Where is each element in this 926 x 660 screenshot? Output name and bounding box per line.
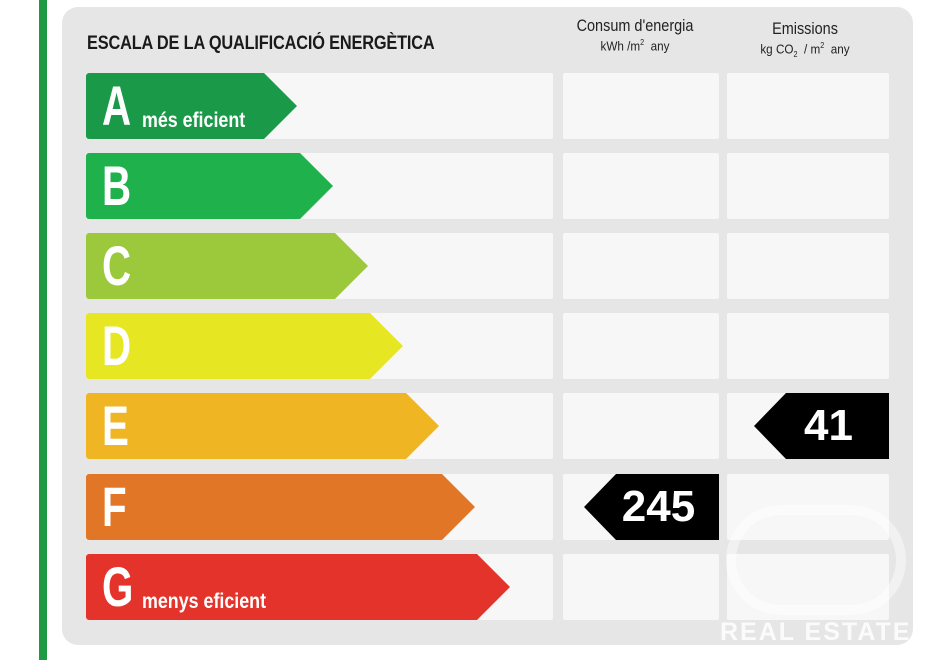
- emissions-header-label: Emissions: [772, 19, 838, 38]
- rating-arrow-e: E: [86, 393, 439, 459]
- watermark-logo-icon: [726, 505, 906, 615]
- consumption-header-unit: kWh /m2 any: [600, 38, 670, 54]
- emissions-value-marker: 41: [754, 393, 889, 459]
- rating-letter: C: [102, 234, 132, 297]
- emissions-cell: [727, 233, 889, 299]
- consumption-header-label: Consum d'energia: [576, 16, 694, 35]
- rating-sublabel: més eficient: [142, 109, 246, 132]
- rating-letter: E: [102, 394, 129, 457]
- consumption-cell: [563, 313, 719, 379]
- consumption-cell: [563, 233, 719, 299]
- rating-letter: B: [102, 154, 132, 217]
- label-title: ESCALA DE LA QUALIFICACIÓ ENERGÈTICA: [87, 33, 435, 54]
- emissions-header: Emissions kg CO2 / m2 any: [730, 19, 880, 60]
- emissions-cell: [727, 73, 889, 139]
- rating-letter: A: [102, 74, 132, 137]
- emissions-header-unit: kg CO2 / m2 any: [760, 41, 850, 60]
- emissions-cell: [727, 153, 889, 219]
- rating-letter: D: [102, 314, 132, 377]
- rating-row-c: C: [86, 233, 889, 299]
- rating-arrow-c: C: [86, 233, 368, 299]
- rating-row-e: E 41: [86, 393, 889, 459]
- rating-arrow-f: F: [86, 474, 475, 540]
- consumption-cell: [563, 554, 719, 620]
- consumption-header: Consum d'energia kWh /m2 any: [560, 16, 710, 54]
- rating-sublabel: menys eficient: [142, 590, 267, 613]
- rating-row-f: F 245: [86, 474, 889, 540]
- rating-row-d: D: [86, 313, 889, 379]
- left-accent-bar: [39, 0, 47, 660]
- emissions-cell: [727, 313, 889, 379]
- consumption-cell: [563, 153, 719, 219]
- consumption-value-marker: 245: [584, 474, 719, 540]
- consumption-cell: [563, 393, 719, 459]
- rating-arrow-b: B: [86, 153, 333, 219]
- consumption-cell: [563, 73, 719, 139]
- rating-letter: F: [102, 475, 127, 538]
- rating-letter: G: [102, 555, 134, 618]
- watermark-text: REAL ESTATE: [720, 618, 912, 646]
- rating-arrow-d: D: [86, 313, 403, 379]
- rating-row-b: B: [86, 153, 889, 219]
